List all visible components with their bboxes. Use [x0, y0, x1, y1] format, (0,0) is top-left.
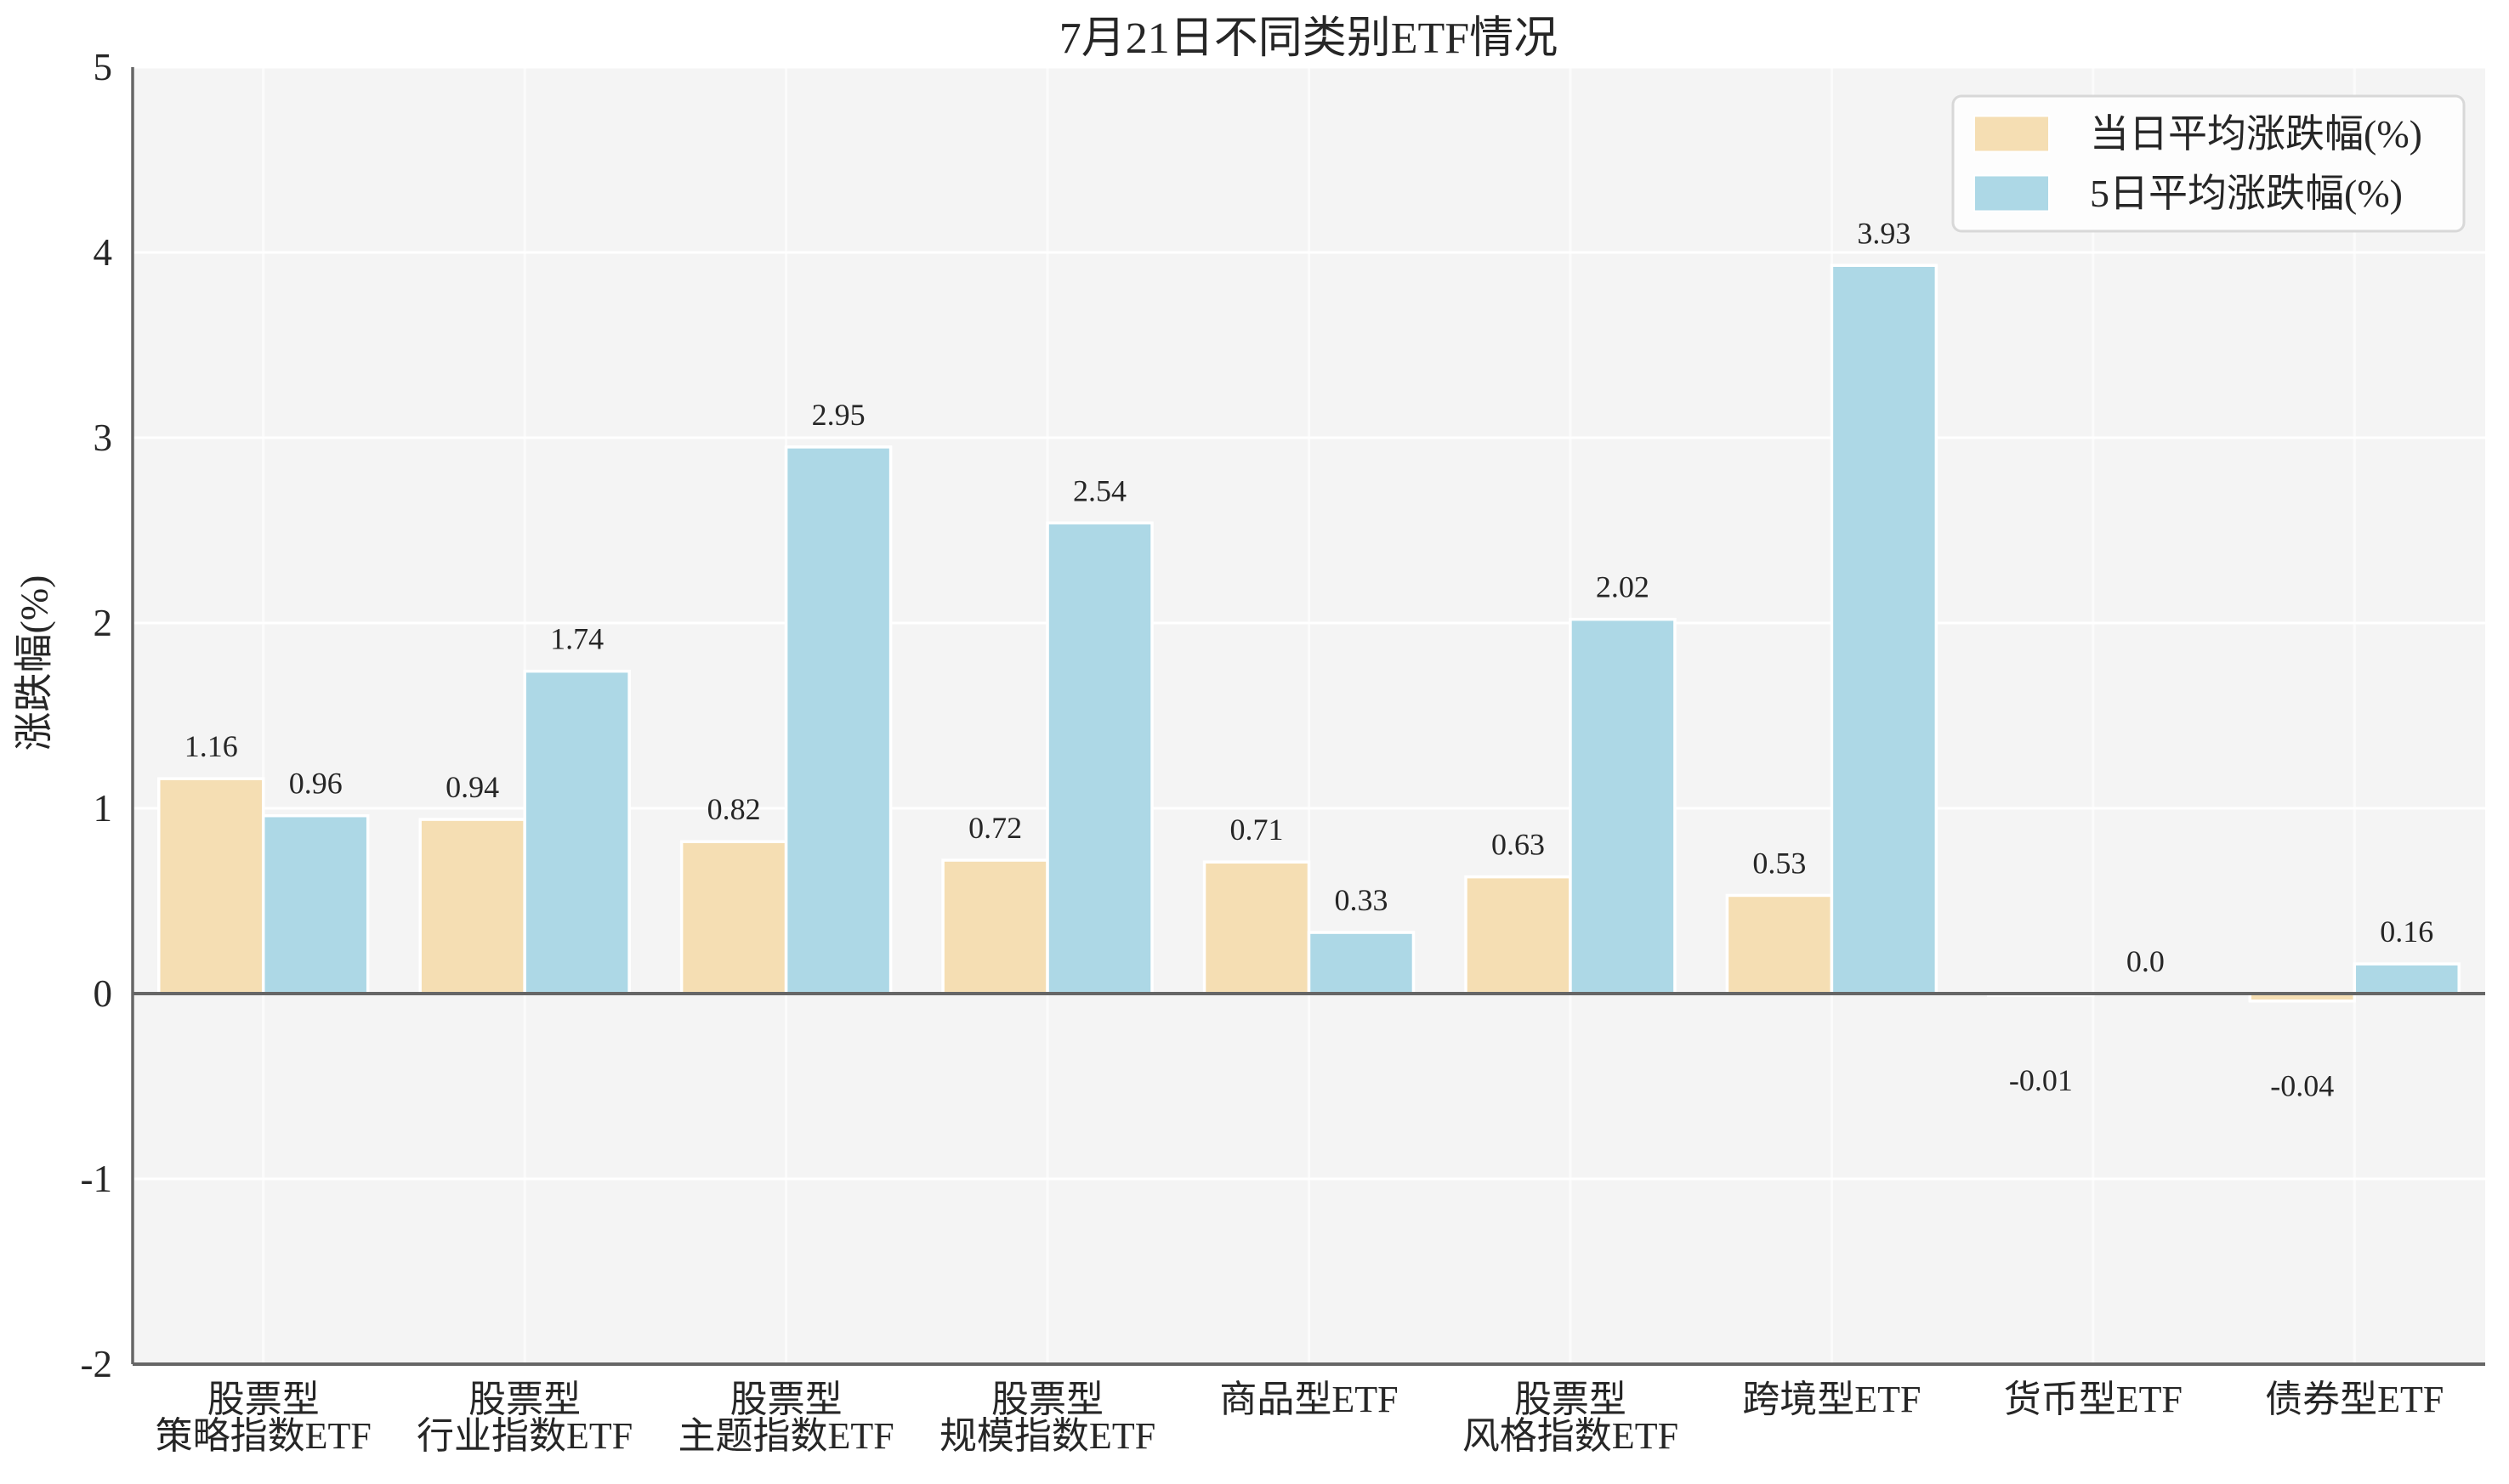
x-tick-label-3-line1: 规模指数ETF — [939, 1415, 1155, 1457]
y-tick-label-5: 5 — [94, 46, 113, 88]
legend-swatch-series0 — [1973, 115, 2050, 153]
bar-series1-cat5 — [1569, 617, 1677, 995]
y-tick-label-2: 2 — [94, 602, 113, 644]
x-tick-label-6-line0: 跨境型ETF — [1742, 1379, 1921, 1420]
x-tick-label-3-line0: 股票型 — [991, 1379, 1104, 1420]
bar-value-label-series0-cat2: 0.82 — [707, 792, 761, 826]
bar-series0-cat5 — [1464, 875, 1572, 995]
bar-series1-cat6 — [1830, 263, 1939, 995]
y-tick-label-4: 4 — [94, 231, 113, 274]
bar-value-label-series0-cat3: 0.72 — [968, 811, 1022, 845]
bar-value-label-series1-cat1: 1.74 — [550, 622, 604, 656]
bar-series0-cat2 — [679, 840, 788, 995]
bar-series1-cat4 — [1307, 931, 1416, 995]
y-tick-label-1: 1 — [94, 787, 113, 830]
x-tick-label-5-line1: 风格指数ETF — [1462, 1415, 1678, 1457]
y-tick-label--1: -1 — [81, 1158, 113, 1200]
bar-value-label-series0-cat5: 0.63 — [1491, 828, 1545, 862]
bar-series1-cat3 — [1046, 521, 1154, 995]
plot-area-group: 1.16 0.94 0.82 0.72 0.71 0.63 0.53 -0.01 -0.04 0.… — [13, 46, 2485, 1457]
legend-label-series1: 5日平均涨跌幅(%) — [2090, 172, 2403, 215]
bar-series0-cat4 — [1202, 860, 1311, 995]
bar-value-label-series1-cat4: 0.33 — [1334, 883, 1388, 917]
bar-value-label-series1-cat7: 0.0 — [2126, 944, 2165, 978]
legend-label-series0: 当日平均涨跌幅(%) — [2090, 112, 2422, 156]
bar-value-label-series0-cat1: 0.94 — [446, 770, 499, 804]
bar-value-label-series0-cat8: -0.04 — [2270, 1069, 2334, 1103]
bar-series1-cat0 — [261, 813, 370, 995]
x-tick-label-4-line0: 商品型ETF — [1219, 1379, 1398, 1420]
y-axis-label: 涨跌幅(%) — [13, 575, 56, 751]
bar-series1-cat8 — [2353, 962, 2461, 995]
x-tick-label-7-line0: 货币型ETF — [2004, 1379, 2183, 1420]
y-tick-label-0: 0 — [94, 972, 113, 1015]
x-tick-label-2-line0: 股票型 — [730, 1379, 843, 1420]
x-tick-label-5-line0: 股票型 — [1514, 1379, 1626, 1420]
bar-value-label-series1-cat6: 3.93 — [1857, 216, 1910, 250]
bar-value-label-series0-cat6: 0.53 — [1752, 846, 1806, 880]
x-tick-label-0-line1: 策略指数ETF — [156, 1415, 372, 1457]
x-tick-label-8-line0: 债券型ETF — [2265, 1379, 2444, 1420]
x-tick-label-1-line0: 股票型 — [468, 1379, 581, 1420]
bar-series0-cat1 — [418, 818, 526, 995]
legend-swatch-series1 — [1973, 174, 2050, 212]
bar-series1-cat1 — [523, 669, 631, 995]
bar-series0-cat0 — [156, 777, 265, 995]
bar-value-label-series0-cat0: 1.16 — [184, 729, 238, 763]
x-tick-label-0-line0: 股票型 — [207, 1379, 320, 1420]
bar-value-label-series1-cat5: 2.02 — [1596, 570, 1649, 604]
bar-value-label-series1-cat2: 2.95 — [812, 398, 866, 432]
x-tick-label-2-line1: 主题指数ETF — [678, 1415, 894, 1457]
bar-value-label-series1-cat8: 0.16 — [2380, 915, 2433, 949]
bar-value-label-series0-cat7: -0.01 — [2009, 1063, 2073, 1097]
x-tick-label-1-line1: 行业指数ETF — [417, 1415, 633, 1457]
y-tick-label--2: -2 — [81, 1343, 113, 1385]
chart-title: 7月21日不同类别ETF情况 — [1059, 14, 1558, 63]
bar-series0-cat3 — [941, 858, 1049, 995]
bar-series0-cat6 — [1725, 893, 1834, 995]
y-tick-label-3: 3 — [94, 416, 113, 459]
bar-value-label-series1-cat3: 2.54 — [1073, 473, 1127, 507]
bar-series1-cat2 — [784, 445, 893, 995]
bar-value-label-series0-cat4: 0.71 — [1230, 813, 1284, 847]
bar-value-label-series1-cat0: 0.96 — [289, 767, 343, 801]
legend-box — [1951, 94, 2466, 233]
